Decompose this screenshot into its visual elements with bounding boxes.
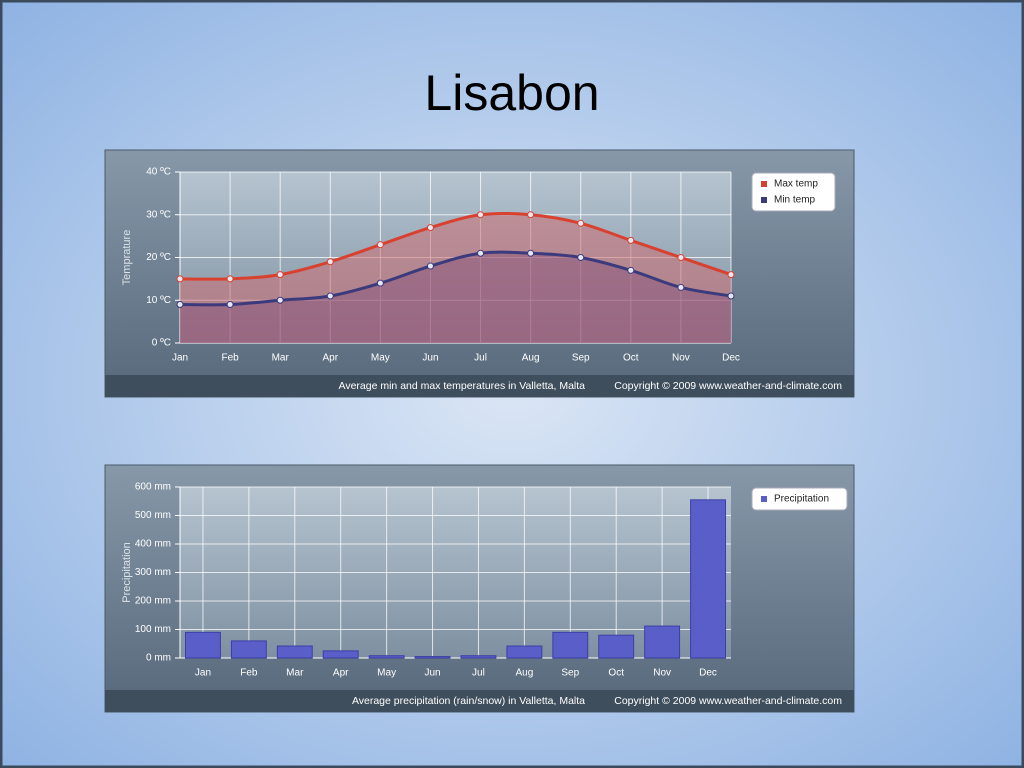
- point: [527, 249, 535, 257]
- x-tick-label: Apr: [322, 353, 338, 364]
- y-tick-label: 0 mm: [146, 653, 171, 664]
- point: [677, 254, 685, 261]
- legend-label: Precipitation: [774, 494, 829, 505]
- legend-box: [751, 487, 848, 511]
- x-tick-label: Apr: [333, 668, 349, 679]
- legend-label: Max temp: [774, 179, 818, 190]
- y-axis-label: Precipitation: [121, 542, 133, 603]
- x-tick-label: Dec: [699, 668, 717, 679]
- x-tick-label: Jun: [424, 668, 440, 679]
- copyright: Copyright © 2009 www.weather-and-climate…: [614, 695, 842, 707]
- y-tick-label: 0 ºC: [152, 338, 171, 349]
- charts: 0 ºC 10 ºC 20 ºC 30 ºC 40 ºC Jan Feb Mar Apr May J…: [104, 149, 855, 713]
- area: [180, 213, 731, 343]
- x-tick-label: Oct: [608, 668, 624, 679]
- x-tick-label: Nov: [653, 668, 671, 679]
- point: [727, 271, 735, 279]
- bar: [690, 499, 726, 659]
- y-tick-label: 400 mm: [135, 539, 171, 550]
- caption-bar: [105, 690, 854, 712]
- point: [276, 271, 284, 279]
- x-tick-label: Jul: [472, 668, 485, 679]
- area: [180, 252, 731, 343]
- bar: [322, 650, 359, 659]
- bar: [230, 640, 267, 659]
- point: [426, 262, 434, 270]
- bar: [368, 655, 405, 659]
- point: [627, 266, 635, 274]
- point: [176, 301, 184, 309]
- legend-swatch: [761, 181, 767, 187]
- line: [179, 211, 732, 281]
- chart: 0 ºC 10 ºC 20 ºC 30 ºC 40 ºC Jan Feb Mar Apr May J…: [104, 149, 855, 398]
- point: [326, 292, 334, 300]
- x-tick-label: Jan: [172, 353, 188, 364]
- point: [477, 211, 485, 219]
- x-tick-label: Sep: [561, 668, 579, 679]
- point: [527, 211, 535, 219]
- x-tick-label: Aug: [515, 668, 533, 679]
- legend-swatch: [761, 197, 767, 203]
- y-tick-label: 100 mm: [135, 624, 171, 635]
- x-tick-label: Oct: [623, 353, 639, 364]
- bar: [644, 625, 681, 659]
- x-tick-label: Aug: [522, 353, 540, 364]
- y-tick-label: 600 mm: [135, 482, 171, 493]
- x-tick-label: May: [377, 668, 396, 679]
- point: [326, 258, 334, 266]
- x-tick-label: Nov: [672, 353, 690, 364]
- bar: [598, 634, 635, 659]
- x-tick-label: Jul: [474, 353, 487, 364]
- legend-swatch: [761, 496, 767, 502]
- y-tick-label: 30 ºC: [146, 209, 171, 220]
- point: [677, 283, 685, 291]
- legend-box: [751, 172, 836, 212]
- point: [376, 279, 384, 287]
- point: [477, 249, 485, 257]
- y-tick-label: 10 ºC: [146, 295, 171, 306]
- y-tick-label: 300 mm: [135, 567, 171, 578]
- slide-title: Lisabon: [424, 65, 599, 121]
- x-tick-label: Mar: [286, 668, 304, 679]
- x-tick-label: Mar: [272, 353, 290, 364]
- x-tick-label: May: [371, 353, 390, 364]
- y-tick-label: 500 mm: [135, 510, 171, 521]
- y-tick-label: 40 ºC: [146, 167, 171, 178]
- x-tick-label: Sep: [572, 353, 590, 364]
- caption: Average precipitation (rain/snow) in Val…: [352, 695, 585, 707]
- y-tick-label: 200 mm: [135, 596, 171, 607]
- point: [627, 236, 635, 244]
- bar: [185, 631, 221, 659]
- x-tick-label: Dec: [722, 353, 740, 364]
- caption: Average min and max temperatures in Vall…: [339, 380, 586, 392]
- bar: [460, 655, 497, 659]
- legend-label: Min temp: [774, 195, 816, 206]
- y-axis-label: Temprature: [121, 230, 133, 286]
- x-tick-label: Feb: [240, 668, 258, 679]
- bar: [276, 645, 313, 659]
- point: [226, 301, 234, 309]
- y-tick-label: 20 ºC: [146, 252, 171, 263]
- x-tick-label: Jan: [195, 668, 211, 679]
- chart: 0 mm 100 mm 200 mm 300 mm 400 mm 500 mm 600 mm…: [104, 464, 855, 713]
- point: [226, 275, 234, 283]
- point: [376, 241, 384, 249]
- point: [727, 292, 735, 300]
- x-tick-label: Jun: [422, 353, 438, 364]
- copyright: Copyright © 2009 www.weather-and-climate…: [614, 380, 842, 392]
- caption-bar: [105, 375, 854, 397]
- line: [179, 250, 732, 307]
- bar: [506, 645, 543, 659]
- point: [276, 296, 284, 304]
- point: [577, 254, 585, 261]
- bar: [414, 656, 451, 659]
- point: [176, 275, 184, 283]
- bar: [552, 631, 589, 659]
- point: [426, 224, 434, 232]
- x-tick-label: Feb: [221, 353, 239, 364]
- point: [577, 219, 585, 227]
